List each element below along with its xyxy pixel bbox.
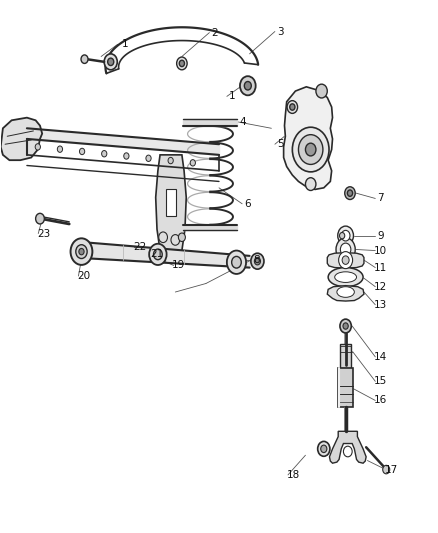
Circle shape xyxy=(316,84,327,98)
Circle shape xyxy=(342,256,349,264)
Circle shape xyxy=(338,226,353,245)
Circle shape xyxy=(244,82,251,90)
Text: 3: 3 xyxy=(277,27,283,37)
Circle shape xyxy=(35,144,40,150)
Circle shape xyxy=(178,233,185,241)
Circle shape xyxy=(343,323,348,329)
Bar xyxy=(338,368,353,407)
Text: 14: 14 xyxy=(374,352,387,362)
Circle shape xyxy=(298,135,323,165)
Text: 22: 22 xyxy=(133,243,146,252)
Circle shape xyxy=(341,230,350,241)
Circle shape xyxy=(146,155,151,161)
Text: 7: 7 xyxy=(377,193,384,204)
Circle shape xyxy=(232,256,241,268)
Circle shape xyxy=(290,104,295,110)
Circle shape xyxy=(149,244,166,265)
Circle shape xyxy=(339,252,353,269)
Text: 18: 18 xyxy=(286,470,300,480)
Text: 10: 10 xyxy=(374,246,387,255)
Polygon shape xyxy=(327,286,364,301)
Circle shape xyxy=(343,446,352,457)
Text: 21: 21 xyxy=(150,249,164,259)
Circle shape xyxy=(76,245,87,259)
Text: 2: 2 xyxy=(211,28,218,38)
Circle shape xyxy=(153,249,162,260)
Polygon shape xyxy=(284,87,332,189)
Text: 9: 9 xyxy=(377,231,384,241)
Polygon shape xyxy=(327,253,364,268)
Circle shape xyxy=(383,465,390,474)
Ellipse shape xyxy=(328,268,363,287)
Text: 1: 1 xyxy=(122,39,128,49)
Circle shape xyxy=(287,101,297,114)
Circle shape xyxy=(305,177,316,190)
Bar xyxy=(340,344,351,368)
Circle shape xyxy=(347,190,353,196)
Text: 17: 17 xyxy=(385,465,398,474)
Circle shape xyxy=(104,54,117,70)
Polygon shape xyxy=(155,155,186,261)
Circle shape xyxy=(227,251,246,274)
Circle shape xyxy=(159,232,167,243)
Circle shape xyxy=(240,76,256,95)
Text: 23: 23 xyxy=(37,229,50,239)
Circle shape xyxy=(336,238,355,261)
Text: 13: 13 xyxy=(374,300,387,310)
Text: 11: 11 xyxy=(374,263,387,272)
Circle shape xyxy=(35,213,44,224)
Text: 12: 12 xyxy=(374,282,387,292)
Circle shape xyxy=(321,445,327,453)
Polygon shape xyxy=(1,118,42,160)
Circle shape xyxy=(339,232,345,239)
Circle shape xyxy=(79,248,84,255)
Text: 20: 20 xyxy=(77,271,90,281)
Circle shape xyxy=(79,148,85,155)
Text: 19: 19 xyxy=(172,261,185,270)
Circle shape xyxy=(251,253,264,269)
Circle shape xyxy=(340,243,351,256)
Circle shape xyxy=(179,60,184,67)
Text: 16: 16 xyxy=(374,395,387,406)
Text: 6: 6 xyxy=(244,199,251,209)
Circle shape xyxy=(292,127,329,172)
Text: 15: 15 xyxy=(374,376,387,386)
Circle shape xyxy=(57,146,63,152)
Ellipse shape xyxy=(335,272,357,282)
Circle shape xyxy=(177,57,187,70)
Circle shape xyxy=(124,153,129,159)
Circle shape xyxy=(71,238,92,265)
Circle shape xyxy=(171,235,180,245)
Text: 4: 4 xyxy=(240,117,246,127)
Circle shape xyxy=(254,257,261,265)
Circle shape xyxy=(305,143,316,156)
Text: 1: 1 xyxy=(229,91,235,101)
Ellipse shape xyxy=(337,287,354,297)
Circle shape xyxy=(345,187,355,199)
Circle shape xyxy=(102,150,107,157)
Circle shape xyxy=(81,55,88,63)
Text: 5: 5 xyxy=(277,139,283,149)
Polygon shape xyxy=(329,431,366,463)
Circle shape xyxy=(108,58,114,66)
Circle shape xyxy=(318,441,330,456)
Bar xyxy=(166,189,176,216)
Circle shape xyxy=(190,160,195,166)
Text: 8: 8 xyxy=(253,255,259,265)
Circle shape xyxy=(340,319,351,333)
Circle shape xyxy=(168,157,173,164)
